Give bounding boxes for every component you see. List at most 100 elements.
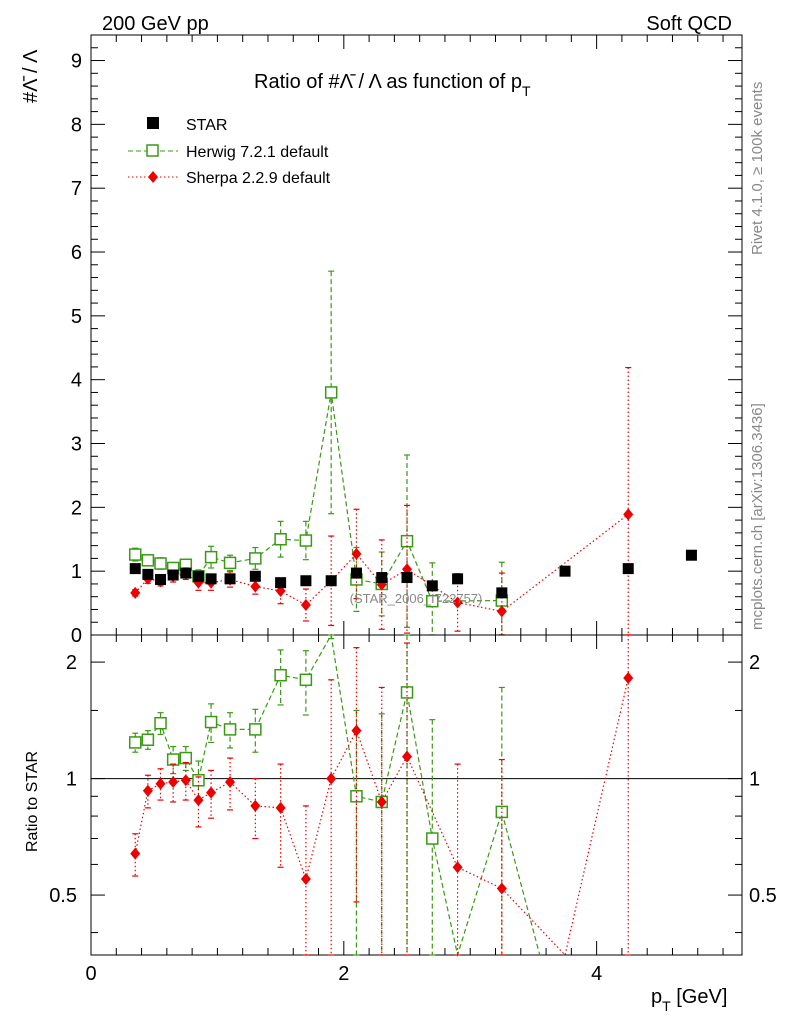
header-right: Soft QCD: [646, 13, 732, 35]
legend-star-marker: [147, 117, 159, 129]
data-point: [204, 715, 218, 729]
data-point: [166, 753, 180, 766]
data-point: [426, 580, 438, 592]
data-point: [401, 572, 413, 584]
data-point: [452, 861, 463, 874]
mcplots-label: mcplots.cern.ch [arXiv:1306.3436]: [749, 403, 766, 630]
data-point: [223, 723, 237, 736]
data-point: [325, 575, 337, 587]
x-axis-ticks: 0 2 4: [85, 35, 724, 985]
data-point: [179, 751, 193, 765]
ratio-y-ticks: 0.5 0.5 1 1 2 2: [49, 652, 777, 934]
data-point: [324, 386, 338, 399]
data-point: [130, 847, 141, 860]
data-point: [350, 567, 362, 579]
data-point: [168, 775, 179, 788]
x-tick-label: 0: [85, 963, 96, 985]
data-point: [180, 567, 192, 579]
data-point: [180, 774, 191, 787]
reference-annotation: (STAR_2006_I722757): [350, 591, 483, 606]
data-point: [141, 733, 155, 746]
data-point: [224, 573, 236, 585]
x-tick-label: 4: [591, 963, 602, 985]
data-point: [167, 569, 179, 581]
data-point: [193, 794, 204, 807]
data-point: [205, 573, 217, 585]
main-series: [128, 270, 697, 636]
data-point: [206, 786, 217, 799]
legend: STAR Herwig 7.2.1 default Sherpa 2.2.9 d…: [128, 117, 331, 187]
data-point: [274, 668, 287, 682]
data-point: [249, 723, 262, 736]
legend-sherpa-label: Sherpa 2.2.9 default: [186, 170, 331, 187]
data-point: [275, 801, 286, 814]
ratio-y-tick-label-right: 1: [749, 769, 760, 791]
data-point: [426, 832, 439, 845]
main-panel: 0 1 2 3 4 5 6 7 8 9 Ratio of #Λ̄ / Λ as function …: [20, 34, 743, 647]
ratio-panel: 0.5 0.5 1 1 2 2 0 2 4 Ratio to STAR pT [GeV]: [24, 35, 777, 1014]
data-point: [300, 873, 311, 886]
data-point: [249, 570, 261, 582]
data-point: [376, 572, 388, 584]
main-y-tick-label: 4: [71, 370, 82, 392]
data-point: [300, 575, 312, 587]
series-line: [135, 633, 541, 958]
header-left: 200 GeV pp: [102, 13, 209, 35]
legend-star-label: STAR: [186, 117, 227, 134]
ratio-frame: [90, 634, 743, 956]
ratio-y-tick-label: 2: [66, 652, 77, 674]
rivet-version-label: Rivet 4.1.0, ≥ 100k events: [749, 82, 766, 255]
data-point: [250, 799, 261, 812]
main-y-tick-label: 6: [71, 242, 82, 264]
data-point: [402, 750, 413, 763]
data-point: [376, 795, 387, 808]
series-line: [134, 513, 629, 613]
data-point: [452, 596, 463, 609]
data-point: [496, 587, 508, 599]
data-point: [559, 565, 571, 577]
data-point: [351, 547, 362, 560]
data-point: [326, 772, 337, 785]
main-y-tick-label: 3: [71, 434, 82, 456]
data-point: [351, 724, 362, 737]
data-point: [274, 533, 287, 546]
data-point: [249, 552, 262, 565]
ratio-y-tick-label-right: 2: [749, 652, 760, 674]
data-point: [142, 784, 153, 797]
data-point: [129, 563, 141, 575]
data-point: [452, 573, 464, 585]
data-point: [155, 573, 167, 585]
main-y-tick-label: 0: [71, 625, 82, 647]
data-point: [154, 716, 167, 730]
data-point: [685, 549, 697, 561]
data-point: [496, 882, 507, 895]
data-point: [130, 586, 141, 599]
main-y-tick-label: 7: [71, 178, 82, 200]
x-axis-label: pT [GeV]: [651, 986, 727, 1014]
ratio-y-tick-label-right: 0.5: [749, 885, 777, 907]
data-point: [400, 534, 414, 548]
main-y-tick-label: 5: [71, 306, 82, 328]
main-y-tick-label: 2: [71, 497, 82, 519]
data-point: [225, 775, 236, 788]
main-y-tick-label: 1: [71, 561, 82, 583]
data-point: [192, 570, 204, 582]
data-point: [154, 557, 167, 570]
data-point: [142, 568, 154, 580]
data-point: [275, 577, 287, 589]
data-point: [204, 550, 218, 564]
data-point: [426, 594, 439, 608]
data-point: [250, 580, 261, 593]
ratio-y-tick-label: 0.5: [49, 885, 77, 907]
data-point: [128, 548, 142, 561]
data-point: [496, 605, 507, 618]
main-y-axis-label: #Λ̄ / Λ: [20, 49, 42, 103]
data-point: [128, 736, 142, 749]
ratio-y-tick-label: 1: [66, 769, 77, 791]
data-point: [141, 554, 155, 567]
data-point: [300, 599, 311, 611]
data-point: [299, 534, 313, 547]
main-y-ticks: 0 1 2 3 4 5 6 7 8 9: [71, 34, 742, 647]
main-y-tick-label: 8: [71, 114, 82, 136]
